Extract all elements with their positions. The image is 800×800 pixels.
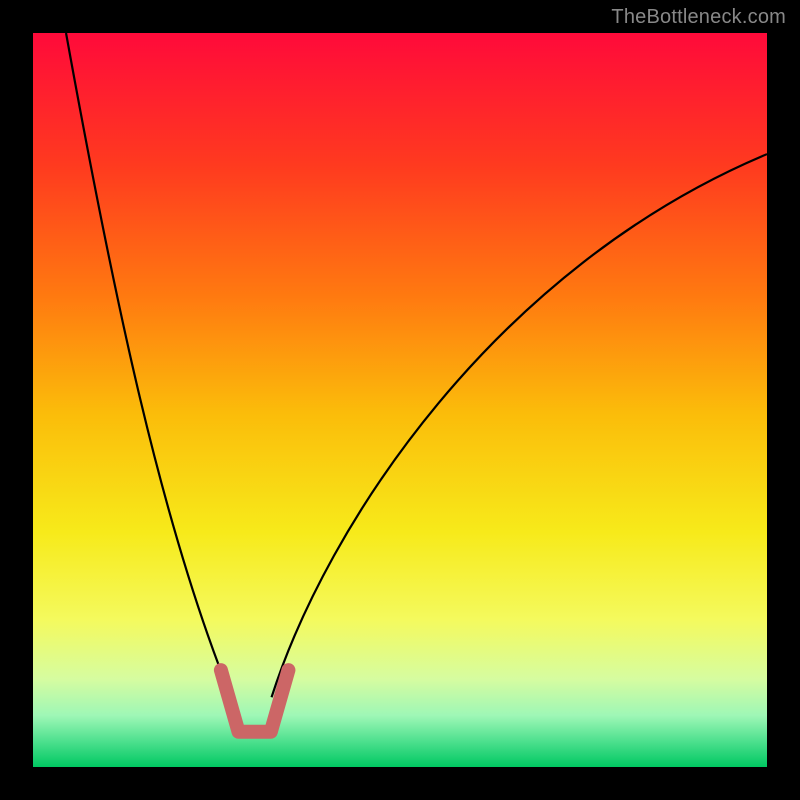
watermark-label: TheBottleneck.com <box>611 6 786 29</box>
gradient-background <box>33 33 767 767</box>
plot-area <box>33 33 767 767</box>
plot-svg <box>33 33 767 767</box>
